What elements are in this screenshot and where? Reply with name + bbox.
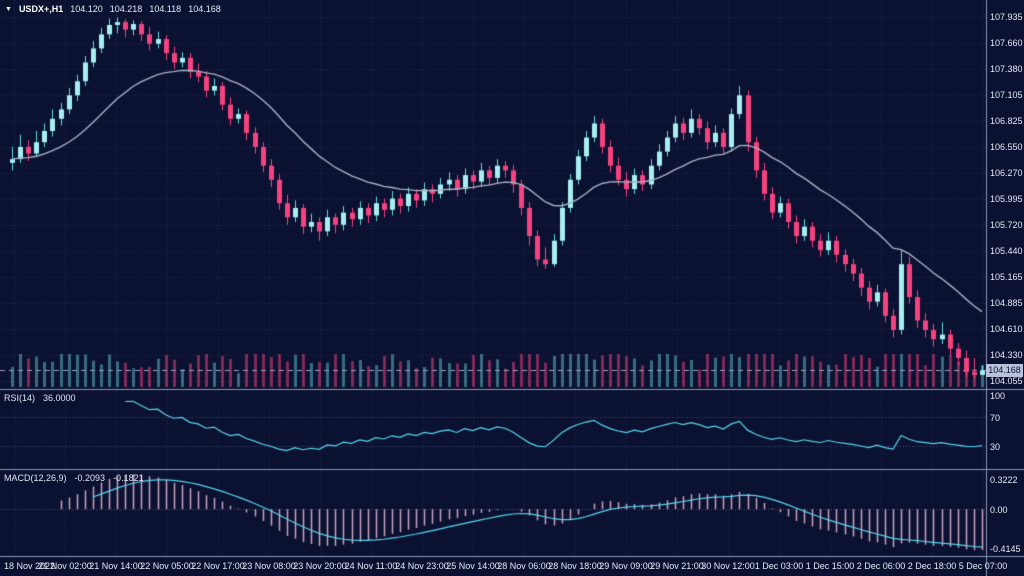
rsi-axis-label: 70 — [990, 413, 1001, 423]
time-axis-label: 22 Nov 17:00 — [191, 561, 245, 571]
time-axis-label: 23 Nov 20:00 — [293, 561, 347, 571]
price-axis-label: 106.825 — [990, 116, 1023, 126]
price-axis-label: 104.610 — [990, 324, 1023, 334]
time-axis-label: 2 Dec 18:00 — [907, 561, 957, 571]
time-axis-label: 28 Nov 18:00 — [548, 561, 602, 571]
low-value: 104.118 — [149, 4, 182, 14]
price-axis-label: 105.165 — [990, 272, 1023, 282]
close-value: 104.168 — [188, 4, 221, 14]
time-axis-label: 29 Nov 09:00 — [599, 561, 653, 571]
chart-header: ▼ USDX+,H1 104.120 104.218 104.118 104.1… — [5, 4, 221, 14]
macd-signal-value: -0.1821 — [113, 473, 144, 483]
rsi-axis-label: 30 — [990, 442, 1001, 452]
macd-name: MACD(12,26,9) — [4, 473, 67, 483]
time-axis-label: 29 Nov 21:00 — [650, 561, 704, 571]
time-axis-label: 25 Nov 14:00 — [446, 561, 500, 571]
time-axis-label: 1 Dec 03:00 — [754, 561, 804, 571]
macd-axis-label: -0.4145 — [990, 544, 1021, 554]
time-axis-label: 22 Nov 05:00 — [140, 561, 194, 571]
rsi-indicator-label: RSI(14) 36.0000 — [4, 393, 76, 403]
macd-axis-label: 0.00 — [990, 505, 1008, 515]
macd-axis-label: 0.3222 — [990, 475, 1018, 485]
time-axis-label: 21 Nov 02:00 — [38, 561, 92, 571]
time-axis-label: 24 Nov 11:00 — [344, 561, 398, 571]
time-axis-label: 5 Dec 07:00 — [958, 561, 1008, 571]
price-axis-label: 105.995 — [990, 194, 1023, 204]
rsi-axis-label: 100 — [990, 391, 1006, 401]
time-axis-label: 21 Nov 14:00 — [89, 561, 143, 571]
macd-indicator-label: MACD(12,26,9) -0.2093 -0.1821 — [4, 473, 144, 483]
time-axis-label: 30 Nov 12:00 — [701, 561, 755, 571]
macd-main-value: -0.2093 — [74, 473, 106, 483]
open-value: 104.120 — [70, 4, 103, 14]
price-axis-label: 106.550 — [990, 142, 1023, 152]
price-axis-label: 105.440 — [990, 246, 1023, 256]
symbol-marker-icon: ▼ — [5, 5, 12, 13]
high-value: 104.218 — [109, 4, 143, 14]
price-axis-label: 104.330 — [990, 350, 1023, 360]
rsi-name: RSI(14) — [4, 393, 36, 403]
price-axis-label: 107.380 — [990, 64, 1023, 74]
time-axis-label: 28 Nov 06:00 — [497, 561, 551, 571]
current-price-badge: 104.168 — [986, 364, 1023, 377]
time-axis-label: 24 Nov 23:00 — [395, 561, 449, 571]
time-axis-label: 23 Nov 08:00 — [242, 561, 296, 571]
time-axis-label: 18 Nov 2022 — [4, 561, 56, 571]
price-axis-label: 107.660 — [990, 38, 1023, 48]
rsi-current-value: 36.0000 — [43, 393, 76, 403]
time-axis-label: 2 Dec 06:00 — [856, 561, 906, 571]
price-axis-label: 104.885 — [990, 298, 1023, 308]
symbol-timeframe-label: USDX+,H1 — [18, 4, 64, 14]
price-axis-label: 106.270 — [990, 168, 1023, 178]
price-axis-label: 105.720 — [990, 220, 1023, 230]
price-axis-label: 104.055 — [990, 376, 1023, 386]
price-axis-label: 107.105 — [990, 90, 1023, 100]
time-axis-label: 1 Dec 15:00 — [805, 561, 855, 571]
price-axis-label: 107.935 — [990, 12, 1023, 22]
